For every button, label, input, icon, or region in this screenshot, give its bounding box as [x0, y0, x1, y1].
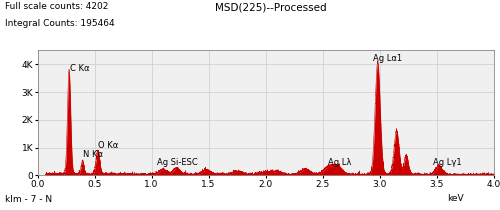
Text: Ag Si-ESC: Ag Si-ESC — [157, 158, 198, 167]
Text: klm - 7 - N: klm - 7 - N — [4, 195, 52, 204]
Text: MSD(225)--Processed: MSD(225)--Processed — [215, 2, 326, 12]
Text: Ag Lλ: Ag Lλ — [328, 158, 351, 167]
Text: keV: keV — [448, 194, 464, 203]
Text: Ag Lα1: Ag Lα1 — [372, 54, 402, 63]
Text: Full scale counts: 4202: Full scale counts: 4202 — [5, 2, 108, 11]
Text: N Kα: N Kα — [83, 150, 103, 159]
Text: C Kα: C Kα — [70, 64, 89, 73]
Text: Ag Lγ1: Ag Lγ1 — [433, 158, 462, 167]
Text: O Kα: O Kα — [98, 141, 118, 150]
Text: Integral Counts: 195464: Integral Counts: 195464 — [5, 19, 114, 28]
